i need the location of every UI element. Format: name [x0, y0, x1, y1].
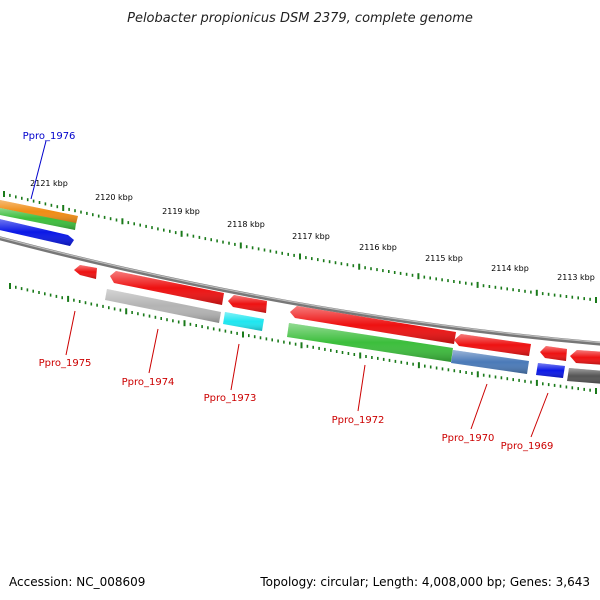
tick-labels: 2121 kbp 2120 kbp 2119 kbp 2118 kbp 2117 kbp… [30, 179, 595, 282]
gene-feature-ppro-1970[interactable] [451, 350, 529, 374]
genome-summary: Topology: circular; Length: 4,008,000 bp… [260, 575, 590, 589]
gene-feature-ppro-1976[interactable] [0, 218, 74, 246]
gene-label-ppro-1972[interactable]: Ppro_1972 [332, 415, 385, 426]
outer-tick-row [3, 191, 597, 303]
map-title: Pelobacter propionicus DSM 2379, complet… [127, 11, 473, 26]
gene-label-ppro-1969[interactable]: Ppro_1969 [501, 441, 554, 452]
gene-label-ppro-1970[interactable]: Ppro_1970 [442, 433, 495, 444]
accession-label: Accession: NC_008609 [9, 575, 146, 589]
tick-label: 2115 kbp [425, 254, 463, 263]
forward-track-partials [0, 200, 78, 230]
tick-label: 2114 kbp [491, 264, 529, 273]
gene-labels: Ppro_1976 Ppro_1975 Ppro_1974 Ppro_1973 … [23, 131, 554, 452]
gene-feature-ppro-1975[interactable] [74, 265, 97, 279]
gene-feature-edge-gray[interactable] [567, 368, 600, 384]
tick-label: 2121 kbp [30, 179, 68, 188]
gene-feature-ppro-1969[interactable] [536, 363, 565, 378]
gene-feature-ppro-1972-red[interactable] [290, 306, 456, 344]
gene-feature-ppro-1974[interactable] [105, 289, 221, 323]
tick-label: 2119 kbp [162, 207, 200, 216]
tick-label: 2116 kbp [359, 243, 397, 252]
gene-feature-ppro-1972[interactable] [287, 323, 453, 362]
tick-label: 2118 kbp [227, 220, 265, 229]
gene-feature-edge-red[interactable] [570, 350, 600, 365]
label-leaders [30, 140, 549, 438]
gene-label-ppro-1975[interactable]: Ppro_1975 [39, 358, 92, 369]
tick-label: 2117 kbp [292, 232, 330, 241]
gene-feature-ppro-1973[interactable] [223, 312, 264, 331]
tick-label: 2120 kbp [95, 193, 133, 202]
gene-feature-ppro-1969-red[interactable] [540, 346, 567, 361]
gene-feature-ppro-1970-red[interactable] [454, 334, 531, 356]
gene-features [0, 218, 600, 384]
tick-label: 2113 kbp [557, 273, 595, 282]
inner-tick-row [9, 283, 597, 394]
gene-label-ppro-1974[interactable]: Ppro_1974 [122, 377, 175, 388]
gene-feature-ppro-1973-red[interactable] [228, 295, 267, 313]
gene-label-ppro-1976[interactable]: Ppro_1976 [23, 131, 76, 142]
genome-backbone [0, 236, 600, 346]
gene-label-ppro-1973[interactable]: Ppro_1973 [204, 393, 257, 404]
gene-feature-ppro-1974-red[interactable] [110, 271, 224, 305]
